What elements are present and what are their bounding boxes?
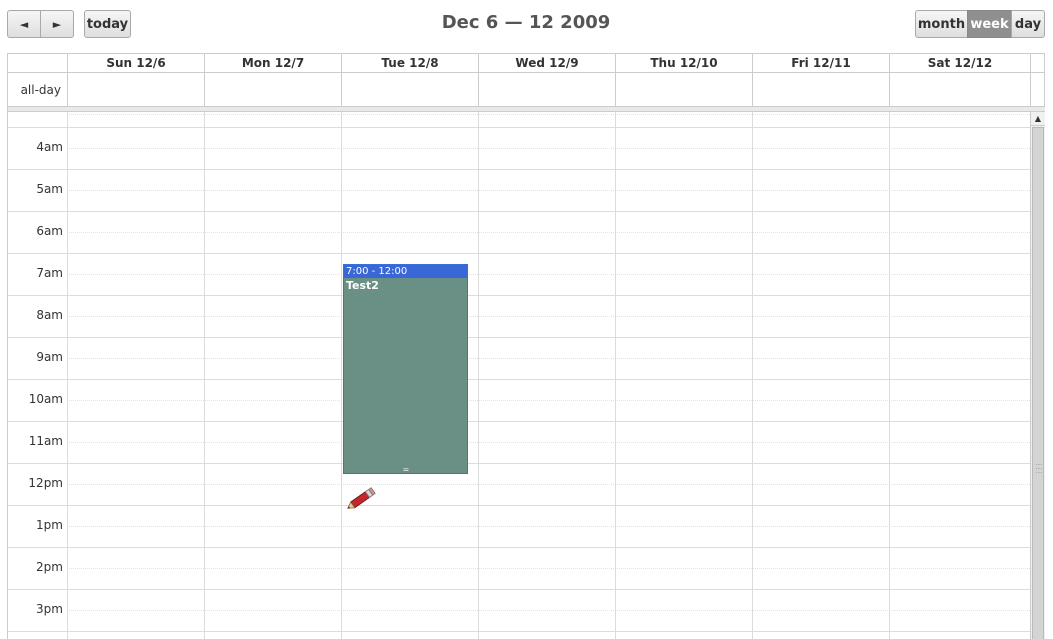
half-hour-line [67, 610, 1030, 611]
day-header-fri[interactable]: Fri 12/11 [752, 54, 889, 73]
all-day-cell-tue[interactable] [341, 73, 478, 107]
hour-row [8, 169, 1030, 170]
scroll-up-icon[interactable]: ▲ [1031, 112, 1045, 126]
all-day-spacer [1030, 73, 1045, 107]
time-label: 1pm [36, 518, 63, 532]
half-hour-line [67, 400, 1030, 401]
next-arrow-icon: ► [52, 17, 62, 31]
half-hour-line [67, 358, 1030, 359]
day-header-wed[interactable]: Wed 12/9 [478, 54, 615, 73]
half-hour-line [67, 316, 1030, 317]
hour-row [8, 253, 1030, 254]
hour-row [8, 211, 1030, 212]
time-label: 6am [36, 224, 63, 238]
week-view-button[interactable]: week [967, 10, 1012, 38]
all-day-cell-fri[interactable] [752, 73, 889, 107]
hour-row [8, 421, 1030, 422]
day-header-row: Sun 12/6 Mon 12/7 Tue 12/8 Wed 12/9 Thu … [8, 54, 1045, 73]
date-range-title: Dec 6 — 12 2009 [441, 12, 611, 33]
all-day-cell-sun[interactable] [67, 73, 204, 107]
half-hour-line [67, 274, 1030, 275]
vertical-scrollbar[interactable]: ▲ ··· ··· ··· [1030, 112, 1045, 639]
day-column-line [67, 112, 68, 639]
time-label: 9am [36, 350, 63, 364]
hour-row [8, 631, 1030, 632]
time-label: 4am [36, 140, 63, 154]
hour-row [8, 295, 1030, 296]
day-header-mon[interactable]: Mon 12/7 [204, 54, 341, 73]
half-hour-line [67, 148, 1030, 149]
half-hour-line [67, 232, 1030, 233]
week-calendar: Sun 12/6 Mon 12/7 Tue 12/8 Wed 12/9 Thu … [7, 53, 1045, 639]
all-day-cell-wed[interactable] [478, 73, 615, 107]
hour-row [8, 379, 1030, 380]
day-view-button[interactable]: day [1011, 10, 1045, 38]
next-week-button[interactable]: ► [40, 10, 74, 38]
hour-row [8, 127, 1030, 128]
day-header-sat[interactable]: Sat 12/12 [889, 54, 1030, 73]
all-day-cell-thu[interactable] [615, 73, 752, 107]
day-column-line [204, 112, 205, 639]
month-view-button[interactable]: month [915, 10, 968, 38]
calendar-event[interactable]: 7:00 - 12:00 Test2 = [343, 264, 468, 474]
pencil-icon [347, 487, 376, 509]
time-grid[interactable]: 4am 5am 6am 7am 8am 9am 10am 11am 12pm 1… [8, 112, 1030, 639]
half-hour-line [67, 442, 1030, 443]
all-day-cell-mon[interactable] [204, 73, 341, 107]
time-label: 7am [36, 266, 63, 280]
hour-row [8, 547, 1030, 548]
half-hour-line [67, 114, 1030, 115]
time-label: 8am [36, 308, 63, 322]
day-header-tue[interactable]: Tue 12/8 [341, 54, 478, 73]
half-hour-line [67, 484, 1030, 485]
time-label: 10am [28, 392, 63, 406]
day-column-line [752, 112, 753, 639]
prev-week-button[interactable]: ◄ [7, 10, 41, 38]
half-hour-line [67, 568, 1030, 569]
event-time: 7:00 - 12:00 [344, 265, 467, 278]
time-label: 12pm [28, 476, 63, 490]
hour-row [8, 589, 1030, 590]
scrollbar-thumb[interactable]: ··· ··· ··· [1032, 127, 1044, 639]
all-day-label: all-day [20, 83, 61, 97]
time-label: 11am [28, 434, 63, 448]
all-day-cell-sat[interactable] [889, 73, 1030, 107]
half-hour-line [67, 526, 1030, 527]
calendar-toolbar: ◄ ► today Dec 6 — 12 2009 month week day [0, 0, 1053, 52]
day-column-line [615, 112, 616, 639]
day-header-thu[interactable]: Thu 12/10 [615, 54, 752, 73]
header-spacer [1030, 54, 1045, 73]
time-label: 2pm [36, 560, 63, 574]
today-button[interactable]: today [84, 10, 131, 38]
day-column-line [889, 112, 890, 639]
hour-row [8, 505, 1030, 506]
hour-row [8, 337, 1030, 338]
time-label: 3pm [36, 602, 63, 616]
hour-row [8, 463, 1030, 464]
day-column-line [341, 112, 342, 639]
time-label: 5am [36, 182, 63, 196]
all-day-row: all-day [8, 73, 1045, 107]
scroll-grip-icon: ··· ··· ··· [1035, 461, 1043, 477]
all-day-divider [8, 107, 1045, 112]
resize-handle-icon[interactable]: = [402, 465, 410, 474]
event-title: Test2 [346, 279, 379, 292]
prev-arrow-icon: ◄ [19, 17, 29, 31]
half-hour-line [67, 190, 1030, 191]
day-header-sun[interactable]: Sun 12/6 [67, 54, 204, 73]
day-column-line [478, 112, 479, 639]
